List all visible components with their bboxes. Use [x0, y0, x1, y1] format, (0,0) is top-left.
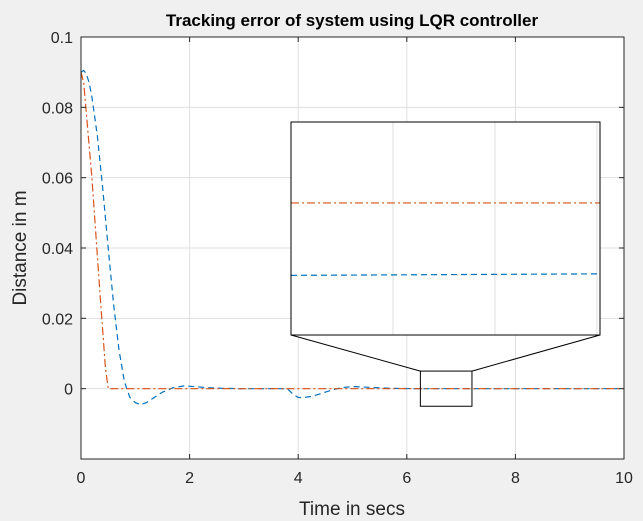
y-tick-label: 0.1 — [51, 30, 73, 47]
x-tick-label: 0 — [77, 470, 86, 487]
x-tick-label: 10 — [615, 470, 633, 487]
y-tick-label: 0.02 — [42, 311, 73, 328]
x-tick-label: 2 — [185, 470, 194, 487]
y-tick-label: 0 — [64, 382, 73, 399]
y-tick-label: 0.08 — [42, 100, 73, 117]
series-line-2 — [80, 72, 624, 390]
tick-layer: 0 2 4 6 8 10 0 0.02 0.04 0.06 0.08 0.1 — [42, 30, 633, 487]
zoom-inset — [290, 121, 601, 407]
inset-series-line-1 — [290, 273, 601, 276]
zoom-connector-right — [471, 334, 601, 372]
inset-background — [291, 122, 600, 335]
series-line-1 — [80, 69, 624, 406]
x-tick-label: 6 — [402, 470, 411, 487]
x-axis-label: Time in secs — [299, 499, 405, 520]
inset-frame — [290, 121, 601, 336]
y-tick-label: 0.04 — [42, 241, 73, 258]
y-tick-label: 0.06 — [42, 171, 73, 188]
chart-title: Tracking error of system using LQR contr… — [166, 11, 539, 30]
zoom-connector-left — [290, 334, 421, 372]
y-axis-label: Distance in m — [10, 190, 31, 305]
series-layer — [80, 69, 624, 406]
zoom-source-box — [419, 370, 473, 407]
x-tick-label: 4 — [294, 470, 303, 487]
x-tick-label: 8 — [511, 470, 520, 487]
